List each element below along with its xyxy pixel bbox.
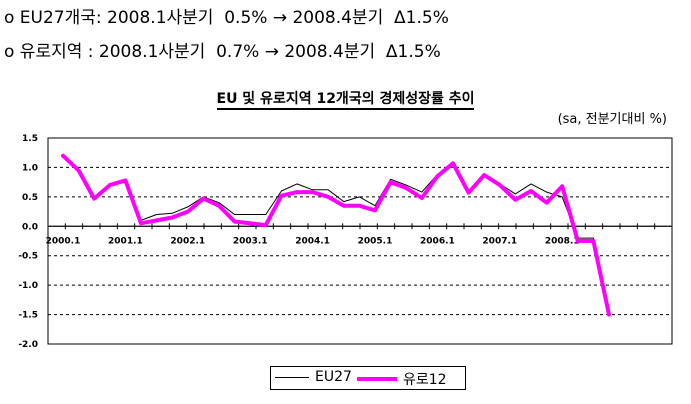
y-tick-label: 0.0: [22, 222, 38, 232]
bullet-eurozone: o 유로지역 : 2008.1사분기 0.7% → 2008.4분기 Δ1.5%: [4, 42, 441, 62]
y-tick-labels: 1.5 1.0 0.5 0.0 -0.5 -1.0 -1.5 -2.0: [18, 134, 38, 350]
legend-swatch-euro12: [357, 377, 397, 381]
legend-item-eu27: EU27: [275, 369, 352, 385]
legend-item-euro12: 유로12: [357, 369, 447, 389]
chart-title-text: EU 및 유로지역 12개국의 경제성장률 추이: [216, 91, 475, 110]
x-tick-label: 2003.1: [233, 236, 268, 246]
y-tick-label: -1.5: [18, 311, 38, 321]
chart-title: EU 및 유로지역 12개국의 경제성장률 추이: [0, 88, 691, 110]
x-tick-label: 2007.1: [482, 236, 517, 246]
chart-subtitle: (sa, 전분기대비 %): [557, 112, 667, 127]
x-tick-label: 2006.1: [420, 236, 455, 246]
y-tick-label: -2.0: [18, 340, 38, 350]
axes: [47, 137, 673, 345]
legend-swatch-eu27: [275, 376, 309, 378]
x-tick-label: 2004.1: [295, 236, 330, 246]
y-tick-label: 1.0: [22, 163, 38, 173]
y-tick-label: -0.5: [18, 252, 38, 262]
bullet-eu27: o EU27개국: 2008.1사분기 0.5% → 2008.4분기 Δ1.5…: [4, 8, 449, 28]
legend-label-euro12: 유로12: [403, 372, 447, 388]
y-tick-label: -1.0: [18, 281, 38, 291]
series-line-euro12: [61, 153, 611, 317]
legend: EU27 유로12: [270, 366, 466, 390]
x-tick-label: 2002.1: [170, 236, 205, 246]
x-tick-label: 2008.1: [545, 236, 580, 246]
x-tick-label: 2000.1: [46, 236, 81, 246]
x-tick-label: 2001.1: [108, 236, 143, 246]
series-line-eu27: [62, 155, 610, 316]
legend-label-eu27: EU27: [315, 369, 352, 385]
plot-border: [47, 137, 673, 345]
x-tick-label: 2005.1: [358, 236, 393, 246]
y-tick-label: 1.5: [22, 134, 38, 144]
x-tick-labels: 2000.1 2001.1 2002.1 2003.1 2004.1 2005.1 2006…: [46, 236, 580, 246]
y-tick-label: 0.5: [22, 193, 38, 203]
series-lines: [61, 153, 611, 317]
